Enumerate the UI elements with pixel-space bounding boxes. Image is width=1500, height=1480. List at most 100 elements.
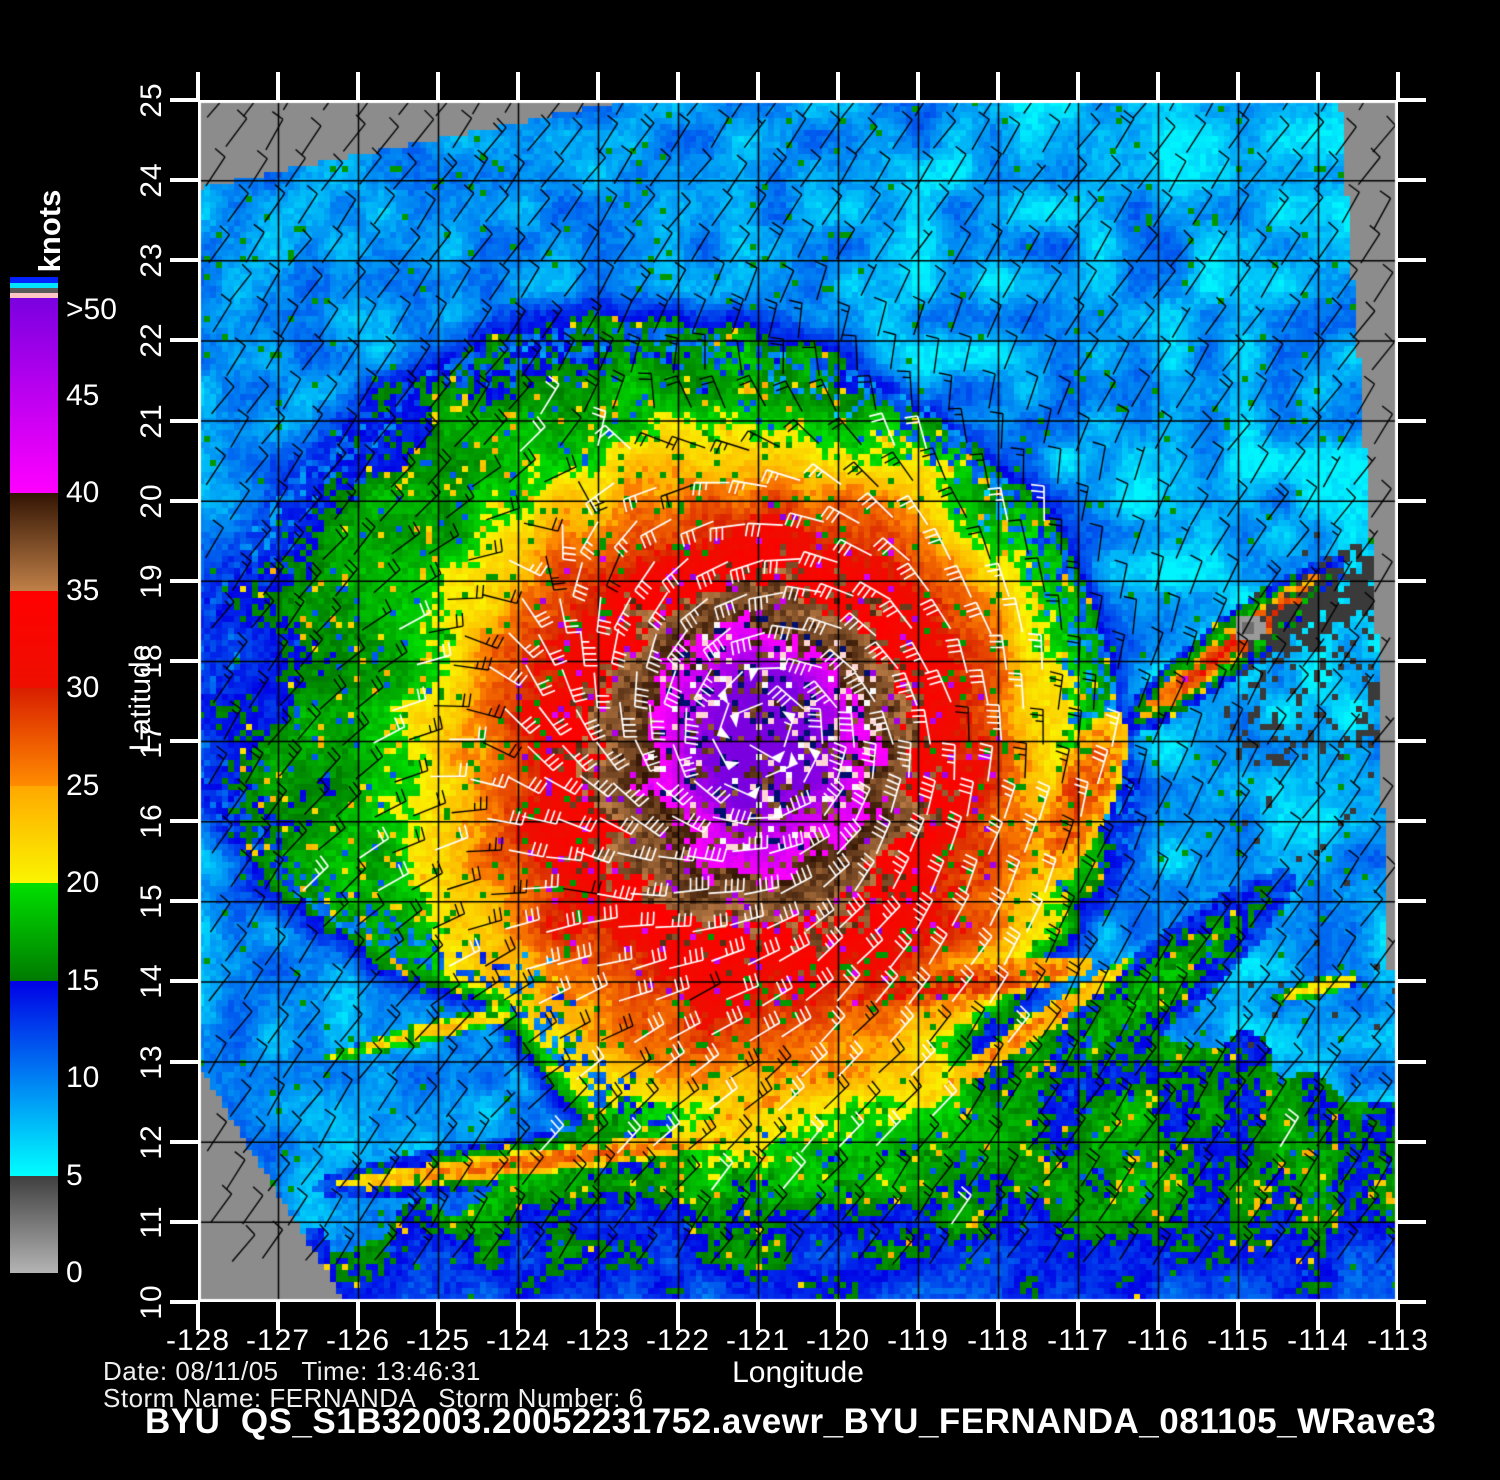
colorbar-title: knots (32, 189, 67, 273)
colorbar-tick-label: 30 (66, 671, 100, 704)
y-axis-tick (170, 1059, 198, 1064)
x-axis-tick (1156, 1302, 1160, 1330)
y-axis-tick (1398, 418, 1426, 423)
x-axis-tick (1316, 1302, 1320, 1330)
x-tick-label: -124 (485, 1324, 551, 1357)
colorbar-segment (10, 298, 58, 493)
x-axis-tick (676, 1302, 680, 1330)
y-axis-tick (1398, 1300, 1426, 1304)
colorbar-segment (10, 590, 58, 688)
colorbar-tick-label: 15 (66, 963, 100, 997)
x-axis-tick (516, 1302, 520, 1330)
colorbar-tick-label: 5 (66, 1158, 83, 1192)
x-axis-title: Longitude (732, 1356, 864, 1389)
y-tick-label: 13 (135, 1043, 168, 1080)
colorbar-tick-label: 20 (66, 866, 100, 899)
x-axis-tick (516, 72, 520, 100)
x-axis-tick (276, 72, 280, 100)
colorbar-segment (10, 688, 58, 786)
x-tick-label: -113 (1367, 1324, 1429, 1357)
y-tick-label: 11 (135, 1205, 168, 1239)
colorbar-tick-label: 40 (66, 476, 100, 509)
y-axis-tick (170, 979, 198, 984)
x-axis-tick (356, 1302, 360, 1330)
y-axis-tick (1398, 178, 1426, 183)
y-tick-label: 10 (135, 1284, 168, 1320)
colorbar-flag-stripe (10, 277, 58, 283)
y-tick-label: 22 (135, 322, 168, 359)
y-axis-tick (1398, 1059, 1426, 1064)
y-axis-tick (170, 258, 198, 263)
x-tick-label: -117 (1047, 1324, 1109, 1357)
x-axis-tick (996, 1302, 1000, 1330)
x-tick-label: -116 (1127, 1324, 1189, 1357)
x-axis-tick (676, 72, 680, 100)
colorbar-segment (10, 785, 58, 883)
x-axis-tick (996, 72, 1000, 100)
colorbar-segment (10, 1175, 58, 1273)
x-axis-tick (836, 72, 840, 100)
y-axis-tick (1398, 1219, 1426, 1224)
x-tick-label: -122 (645, 1324, 711, 1357)
x-tick-label: -114 (1287, 1324, 1349, 1357)
x-axis-tick (756, 72, 760, 100)
y-axis-tick (170, 1300, 198, 1304)
y-axis-tick (170, 578, 198, 583)
y-axis-tick (170, 1219, 198, 1224)
colorbar-segment (10, 980, 58, 1176)
figure-title: BYU QS_S1B32003.20052231752.avewr_BYU_FE… (145, 1402, 1437, 1441)
colorbar-segment (10, 493, 58, 591)
y-tick-label: 20 (135, 482, 168, 519)
y-tick-label: 21 (135, 402, 168, 439)
x-axis-tick (596, 1302, 600, 1330)
x-tick-label: -127 (245, 1324, 311, 1357)
wind-speed-map (198, 100, 1398, 1302)
y-axis-tick (170, 739, 198, 744)
y-tick-label: 23 (135, 242, 168, 278)
colorbar-tick-label: 0 (66, 1256, 83, 1289)
y-tick-label: 17 (135, 723, 168, 759)
x-tick-label: -118 (967, 1324, 1029, 1357)
x-axis-tick (436, 1302, 440, 1330)
x-axis-tick (356, 72, 360, 100)
y-axis-tick (170, 98, 198, 102)
x-axis-tick (916, 1302, 920, 1330)
colorbar-tick-label: >50 (66, 293, 117, 326)
y-axis-tick (1398, 1139, 1426, 1144)
y-tick-label: 24 (135, 162, 168, 198)
y-tick-label: 15 (135, 883, 168, 920)
x-axis-tick (276, 1302, 280, 1330)
x-tick-label: -125 (405, 1324, 471, 1357)
y-axis-tick (170, 899, 198, 904)
y-axis-tick (170, 1139, 198, 1144)
y-tick-label: 19 (135, 563, 168, 599)
y-axis-tick (170, 498, 198, 503)
y-tick-label: 18 (135, 643, 168, 679)
colorbar-flag-stripe (10, 288, 58, 293)
y-tick-label: 16 (135, 803, 168, 839)
y-axis-tick (1398, 578, 1426, 583)
y-axis-tick (1398, 498, 1426, 503)
y-axis-tick (1398, 338, 1426, 343)
y-axis-tick (1398, 658, 1426, 663)
date-time-line: Date: 08/11/05 Time: 13:46:31 (103, 1356, 481, 1386)
x-tick-label: -119 (887, 1324, 949, 1357)
y-axis-tick (1398, 899, 1426, 904)
x-axis-tick (596, 72, 600, 100)
y-axis-tick (1398, 819, 1426, 824)
x-axis-tick (836, 1302, 840, 1330)
x-tick-label: -126 (325, 1324, 391, 1357)
y-axis-tick (1398, 979, 1426, 984)
x-axis-tick (1396, 72, 1400, 100)
colorbar-tick-label: 35 (66, 573, 100, 607)
x-axis-tick (1156, 72, 1160, 100)
x-axis-tick (756, 1302, 760, 1330)
y-tick-label: 14 (135, 963, 168, 1000)
x-axis-tick (436, 72, 440, 100)
x-axis-tick (196, 1302, 200, 1330)
colorbar-tick-label: 45 (66, 378, 100, 412)
y-axis-tick (170, 178, 198, 183)
x-axis-tick (1236, 1302, 1240, 1330)
y-axis-tick (170, 338, 198, 343)
